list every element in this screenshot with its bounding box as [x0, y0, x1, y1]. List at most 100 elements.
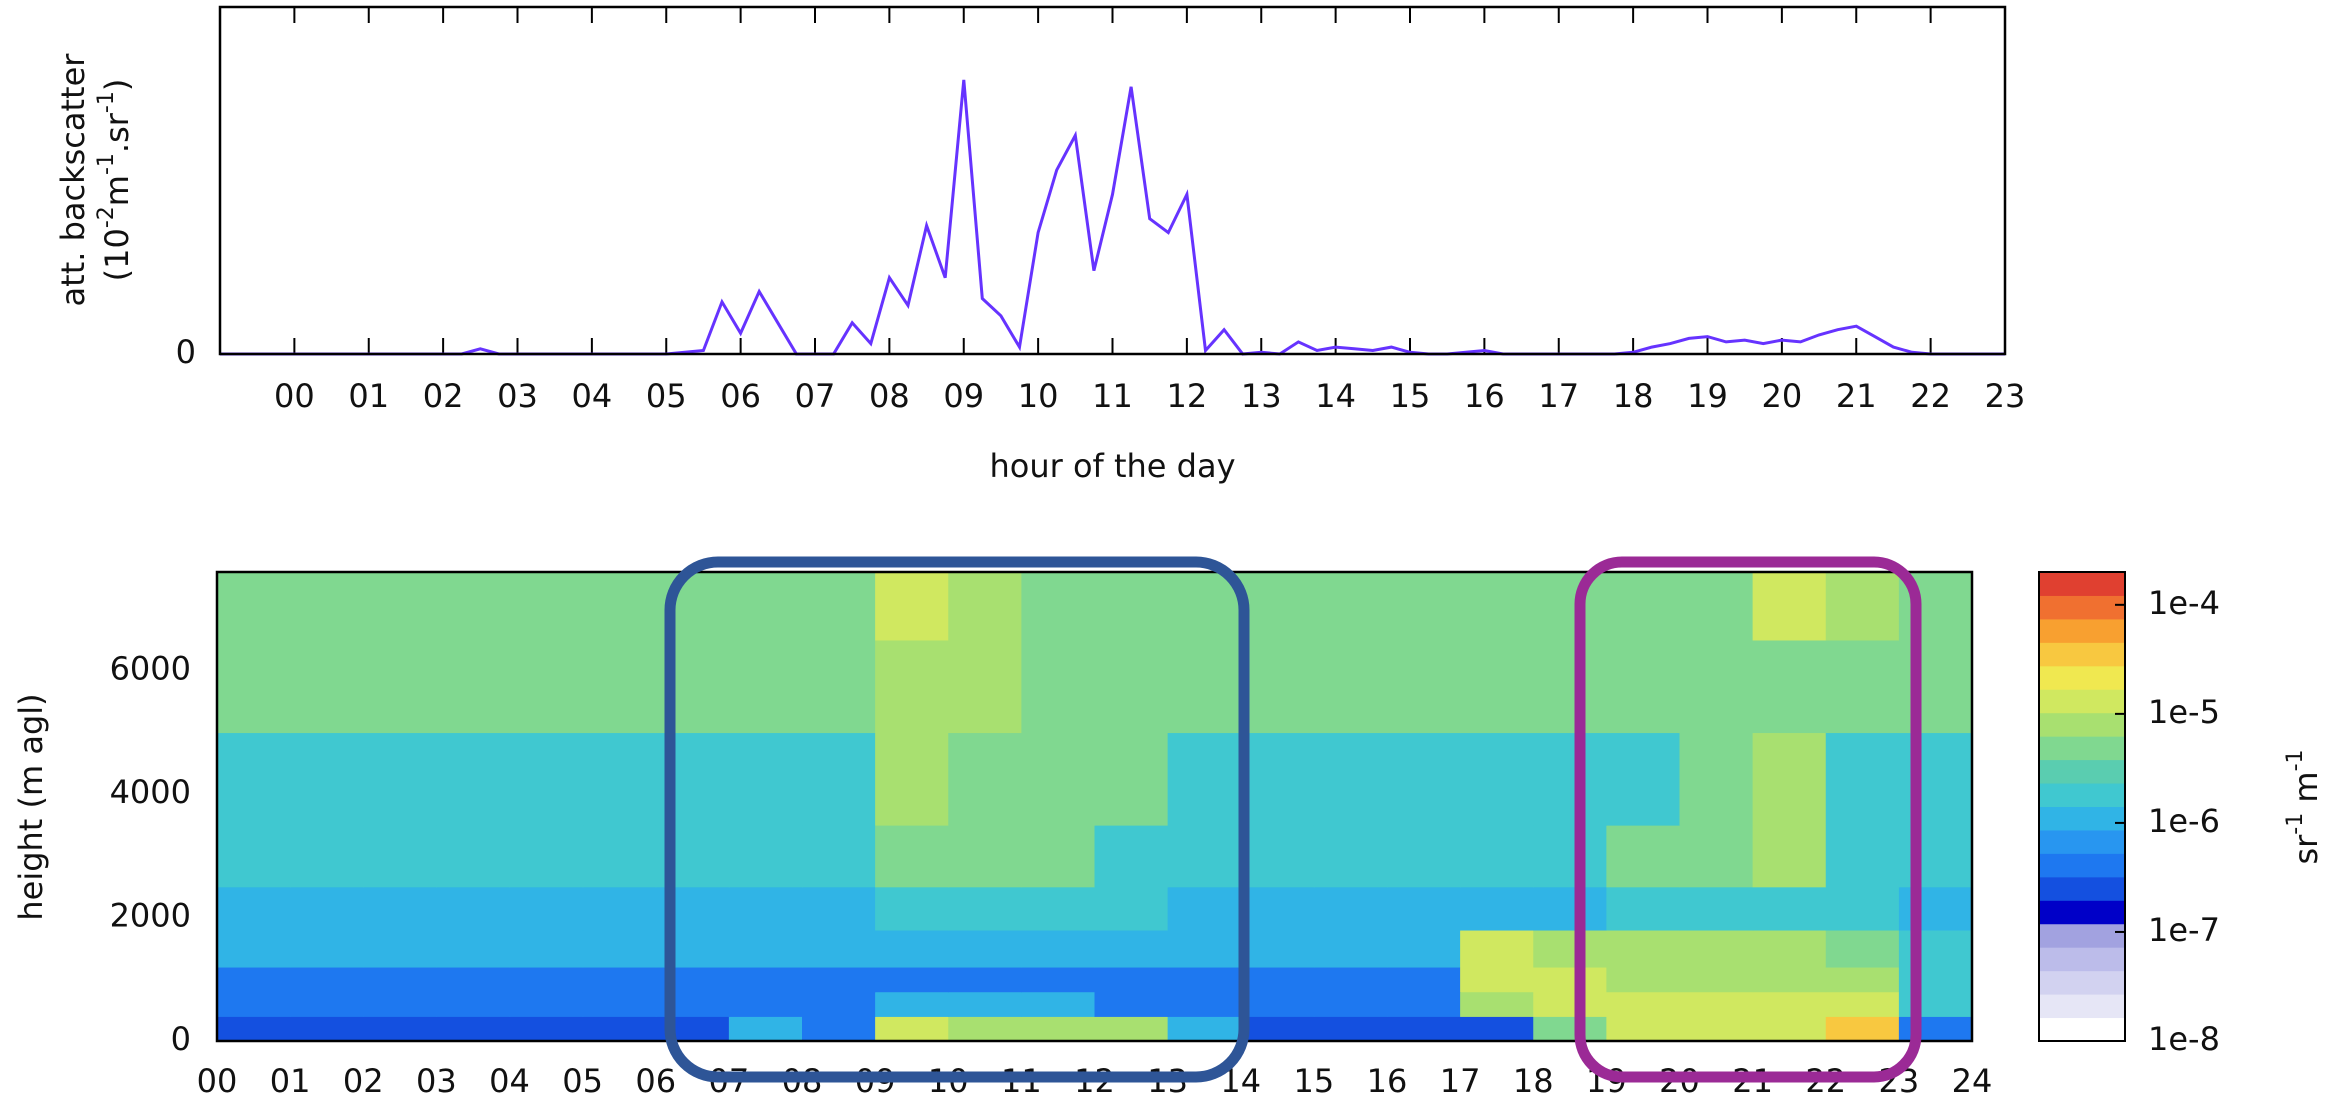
heatmap-cell: [436, 639, 511, 734]
heatmap-cell: [217, 991, 291, 1017]
heatmap-cell: [582, 929, 657, 968]
heatmap-cell: [1313, 639, 1388, 734]
heatmap-cell: [1533, 572, 1607, 641]
heatmap-cell: [217, 886, 291, 931]
heatmap-cell: [1313, 825, 1388, 888]
heatmap-cell: [1825, 825, 1900, 888]
colorbar-swatch: [2039, 665, 2125, 690]
colorbar-swatch: [2039, 806, 2125, 831]
heatmap-cell: [1460, 991, 1534, 1017]
y-axis-label-sup: -2: [94, 206, 119, 228]
y-axis-label-part: att. backscatter: [54, 53, 92, 307]
heatmap-cell: [436, 929, 511, 968]
colorbar-label: sr-1 m-1: [2283, 749, 2326, 864]
heatmap-cell: [1825, 732, 1900, 826]
heatmap-cell: [1387, 886, 1461, 931]
heatmap-cell: [1606, 929, 1681, 968]
y-axis-label-sup: -1: [94, 91, 119, 113]
heatmap-cell: [363, 572, 437, 641]
x-tick-label: 00: [197, 1062, 238, 1096]
heatmap-cell: [948, 825, 1022, 888]
colorbar-swatch: [2039, 572, 2125, 596]
heatmap-cell: [948, 991, 1022, 1017]
colorbar-tick-label: 1e-8: [2148, 1020, 2220, 1058]
x-tick-label: 02: [423, 377, 464, 415]
heatmap-cell: [1898, 1016, 1973, 1042]
heatmap-cell: [1240, 929, 1315, 968]
x-tick-label: 06: [635, 1062, 676, 1096]
heatmap-cell: [875, 1016, 949, 1042]
colorbar-label-sup: -1: [2283, 813, 2308, 835]
heatmap-cell: [1460, 825, 1534, 888]
highlight-box: [1574, 556, 1922, 1083]
heatmap-cell: [1679, 825, 1754, 888]
x-tick-label: 05: [562, 1062, 603, 1096]
y-axis-label-sup: -1: [94, 153, 119, 175]
heatmap-cell: [1313, 966, 1388, 993]
heatmap-cell: [1313, 572, 1388, 641]
plot-frame: [215, 570, 1974, 1043]
colorbar-swatch: [2039, 853, 2125, 878]
heatmap-cell: [1240, 1016, 1315, 1042]
heatmap-cell: [1460, 886, 1534, 931]
heatmap-cell: [1752, 929, 1827, 968]
heatmap-cell: [1387, 572, 1461, 641]
heatmap-cell: [290, 825, 364, 888]
heatmap-cell: [1825, 1016, 1900, 1042]
heatmap-cell: [1460, 732, 1534, 826]
heatmap-cell: [1606, 572, 1681, 641]
heatmap-cell: [1460, 572, 1534, 641]
heatmap-cell: [436, 886, 511, 931]
colorbar-swatch: [2039, 994, 2125, 1019]
heatmap-cell: [1679, 572, 1754, 641]
plots: 00 01 02 03 04 05 06 07 08 09 10 11 12 13 14 15 16 17 18 19…: [12, 5, 2326, 1096]
colorbar-frame: [2038, 571, 2126, 1042]
heatmap-cell: [1313, 886, 1388, 931]
x-tick-label: 01: [270, 1062, 311, 1096]
colorbar-tick-label: 1e-5: [2148, 693, 2220, 731]
heatmap-cell: [1460, 639, 1534, 734]
heatmap-cell: [1898, 886, 1973, 931]
x-tick-label: 18: [1613, 377, 1654, 415]
x-tick-label: 10: [1018, 377, 1059, 415]
heatmap-cell: [1533, 929, 1607, 968]
x-tick-label: 09: [943, 377, 984, 415]
colorbar-tick-label: 1e-6: [2148, 802, 2220, 840]
x-tick-label: 20: [1762, 377, 1803, 415]
heatmap-cell: [1679, 1016, 1754, 1042]
heatmap-cell: [582, 825, 657, 888]
colorbar-swatch: [2039, 736, 2125, 761]
heatmap-cell: [1167, 929, 1242, 968]
heatmap-cell: [363, 825, 437, 888]
colorbar-swatch: [2039, 783, 2125, 807]
heatmap-cell: [1825, 886, 1900, 931]
x-tick-label: 08: [869, 377, 910, 415]
heatmap-cell: [1021, 639, 1096, 734]
heatmap-cell: [582, 732, 657, 826]
colorbar-swatch: [2039, 970, 2125, 995]
colorbar-label-part: m: [2287, 771, 2325, 812]
x-tick-label: 19: [1687, 377, 1728, 415]
y-axis-label-part: (10: [98, 228, 136, 281]
heatmap-cell: [217, 966, 291, 993]
heatmap-cell: [1021, 966, 1096, 993]
heatmap-cell: [802, 639, 876, 734]
heatmap-cell: [875, 572, 949, 641]
heatmap-cell: [875, 929, 949, 968]
heatmap-cell: [582, 1016, 657, 1042]
heatmap-cell: [802, 966, 876, 993]
colorbar-swatch: [2039, 900, 2125, 925]
heatmap-cell: [1021, 732, 1096, 826]
heatmap-cell: [582, 886, 657, 931]
y-tick-label: 2000: [110, 897, 191, 935]
heatmap-cell: [290, 929, 364, 968]
heatmap-cell: [948, 1016, 1022, 1042]
heatmap-cell: [582, 966, 657, 993]
x-tick-label: 03: [416, 1062, 457, 1096]
heatmap-cell: [1313, 991, 1388, 1017]
heatmap-cell: [1825, 929, 1900, 968]
heatmap-cell: [290, 966, 364, 993]
y-axis-label-part: .sr: [98, 112, 136, 153]
y-axis-label-part: ): [98, 79, 136, 91]
